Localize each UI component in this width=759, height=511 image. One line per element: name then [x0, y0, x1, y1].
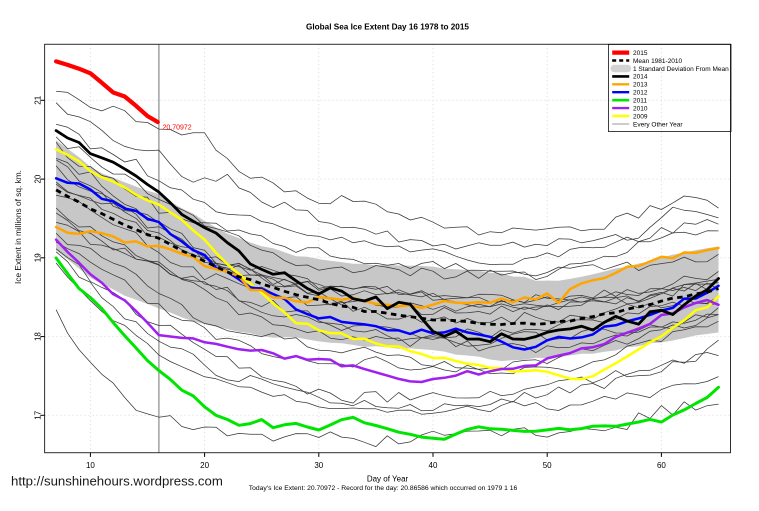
- svg-text:18: 18: [34, 332, 43, 341]
- svg-text:Ice Extent in millions of sq.: Ice Extent in millions of sq. km.: [13, 170, 23, 284]
- svg-text:40: 40: [429, 461, 438, 470]
- svg-text:50: 50: [543, 461, 552, 470]
- svg-text:2010: 2010: [633, 105, 648, 112]
- svg-text:30: 30: [314, 461, 323, 470]
- svg-text:Today's Ice Extent: 20.70972: Today's Ice Extent: 20.70972 - Record fo…: [249, 485, 518, 492]
- svg-text:19: 19: [34, 253, 43, 262]
- svg-text:20.70972: 20.70972: [163, 125, 192, 132]
- svg-text:2015: 2015: [633, 50, 648, 57]
- svg-text:Mean 1981-2010: Mean 1981-2010: [633, 58, 683, 65]
- svg-text:20: 20: [200, 461, 209, 470]
- svg-text:http://sunshinehours.wordpress: http://sunshinehours.wordpress.com: [11, 474, 223, 489]
- svg-text:Day of Year: Day of Year: [367, 475, 409, 484]
- svg-text:2013: 2013: [633, 82, 648, 89]
- svg-text:2011: 2011: [633, 98, 647, 105]
- svg-text:2012: 2012: [633, 90, 648, 97]
- svg-text:Every Other Year: Every Other Year: [633, 121, 683, 128]
- svg-text:60: 60: [657, 461, 666, 470]
- svg-text:2009: 2009: [633, 113, 648, 120]
- svg-text:21: 21: [34, 95, 43, 104]
- svg-text:20: 20: [34, 174, 43, 183]
- svg-text:2014: 2014: [633, 74, 648, 81]
- svg-text:Global Sea Ice Extent Day 16 1: Global Sea Ice Extent Day 16 1978 to 201…: [306, 23, 469, 32]
- svg-text:10: 10: [86, 461, 95, 470]
- svg-text:17: 17: [34, 410, 43, 419]
- svg-text:1 Standard Deviation From Mean: 1 Standard Deviation From Mean: [633, 66, 729, 73]
